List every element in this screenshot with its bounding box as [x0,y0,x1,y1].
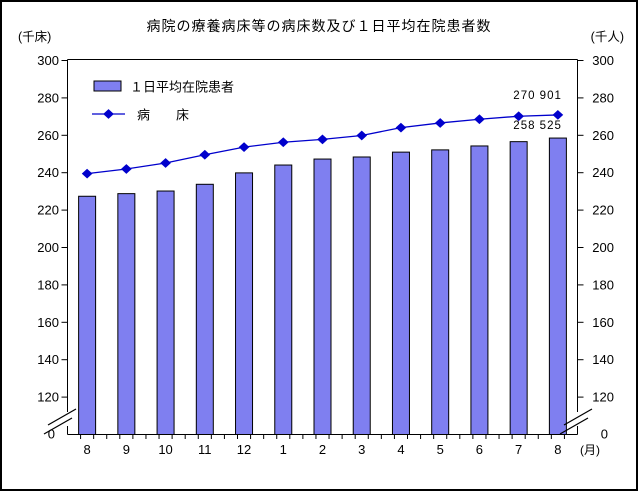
bar [470,145,489,435]
line-point-diamond [317,134,328,145]
y-tick-label-left: 220 [37,203,59,218]
y-zero-label-left: 0 [48,427,55,442]
axis-break-right [559,417,589,435]
y-tick-label-right: 300 [592,53,614,68]
line-point-diamond [199,149,211,160]
line-point-diamond [121,164,132,174]
line-last-value-label: 270 901 [513,90,562,102]
line-point-diamond [356,130,368,141]
bar [195,183,214,435]
legend-bar-label: １日平均在院患者 [130,80,234,95]
y-tick-label-left: 280 [37,90,59,105]
x-tick-label: 12 [237,442,251,457]
x-tick-label: 1 [280,442,287,457]
y-tick-label-right: 220 [592,203,614,218]
y-tick-label-right: 180 [592,277,614,292]
bar [431,149,450,436]
y-tick-label-right: 200 [592,240,614,255]
bar [548,137,567,435]
x-tick-label: 7 [515,442,522,457]
line-point-diamond [395,122,407,133]
bar [313,158,332,435]
y-tick-label-left: 200 [37,240,59,255]
bar [509,141,528,436]
y-tick-label-left: 260 [37,128,59,143]
x-tick-label: 9 [123,442,130,457]
x-tick-label: 8 [554,442,561,457]
y-tick-label-right: 260 [592,128,614,143]
y-tick-label-left: 160 [37,315,59,330]
y-tick-label-right: 280 [592,90,614,105]
legend-bar-swatch [93,80,122,92]
y-tick-label-left: 120 [37,390,59,405]
bar [117,193,136,435]
bar [391,151,410,435]
bar [156,190,175,435]
line-point-diamond [160,158,171,168]
line-point-diamond [81,168,93,179]
y-tick-label-right: 120 [592,390,614,405]
y-tick-label-left: 300 [37,53,59,68]
x-tick-label: 2 [319,442,326,457]
x-tick-label: 4 [397,442,404,457]
legend-line-label: 病 床 [137,108,189,123]
x-tick-label: 11 [198,442,212,457]
axis-break-left [43,417,73,435]
bar [235,172,254,435]
y-tick-label-right: 140 [592,352,614,367]
y-tick-label-right: 240 [592,165,614,180]
line-point-diamond [238,142,250,152]
bar [352,156,371,435]
axis-break-left [47,408,77,426]
y-tick-label-left: 140 [37,352,59,367]
line-point-diamond [513,111,524,122]
x-axis-unit-label: (月) [580,443,600,457]
left-axis-unit-label: (千床) [18,30,52,44]
legend-line-diamond [103,109,114,119]
line-point-diamond [277,137,289,148]
right-axis-unit-label: (千人) [590,30,624,44]
x-tick-label: 10 [158,442,172,457]
axis-break-right [563,408,593,426]
x-tick-label: 8 [83,442,90,457]
y-tick-label-left: 180 [37,277,59,292]
bar [274,164,293,436]
line-point-diamond [434,118,446,128]
x-tick-label: 3 [358,442,365,457]
chart-title: 病院の療養病床等の病床数及び１日平均在院患者数 [146,18,492,34]
y-zero-label-right: 0 [601,427,608,442]
bar-last-value-label: 258 525 [513,120,562,132]
y-tick-label-left: 240 [37,165,59,180]
y-tick-label-right: 160 [592,315,614,330]
x-tick-label: 5 [437,442,444,457]
bar [78,195,97,435]
line-point-diamond [552,110,564,120]
line-point-diamond [474,114,485,125]
x-tick-label: 6 [476,442,483,457]
